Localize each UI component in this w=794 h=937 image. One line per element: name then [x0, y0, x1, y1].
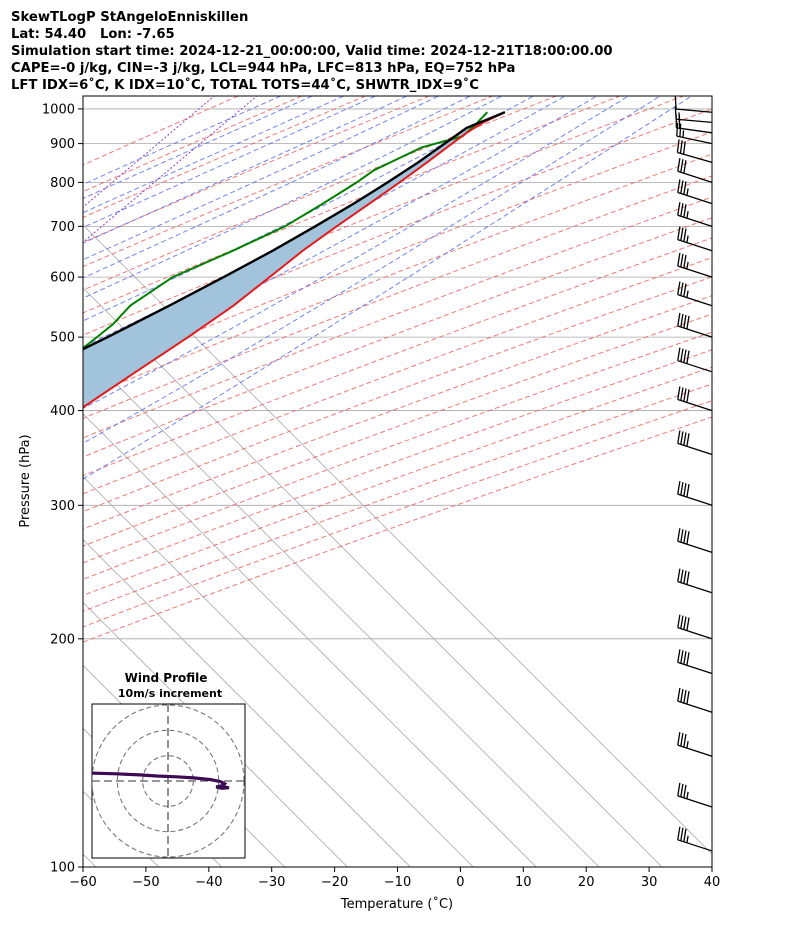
- wind-barb: [677, 481, 713, 506]
- x-tick-label: 20: [578, 875, 595, 890]
- x-tick-label: −20: [321, 875, 348, 890]
- wind-barb: [677, 252, 713, 278]
- moist-adiabat-line: [83, 96, 693, 480]
- dry-adiabat-line: [83, 295, 712, 530]
- isotherm-line: [83, 287, 663, 867]
- wind-barb: [676, 122, 713, 145]
- hodograph-trace: [92, 771, 230, 790]
- thermodynamic-indices: LFT IDX=6˚C, K IDX=10˚C, TOTAL TOTS=44˚C…: [11, 78, 479, 93]
- moist-adiabat-line: [83, 96, 345, 214]
- wind-barb: [677, 158, 713, 183]
- chart-header: SkewTLogP StAngeloEnniskillen Lat: 54.40…: [11, 9, 613, 94]
- wind-barb: [677, 649, 713, 675]
- wind-barb: [677, 430, 713, 456]
- dry-adiabat-line: [83, 131, 712, 379]
- wind-barb: [677, 312, 713, 338]
- x-tick-label: 10: [515, 875, 532, 890]
- x-tick-label: −30: [258, 875, 285, 890]
- x-tick-label: 40: [704, 875, 721, 890]
- dry-adiabat-line: [83, 313, 712, 547]
- dry-adiabat-line: [83, 96, 431, 243]
- y-tick-label: 500: [50, 331, 75, 346]
- moist-adiabat-line: [83, 96, 662, 444]
- wind-barb: [677, 826, 713, 852]
- dry-adiabat-line: [83, 400, 712, 628]
- wind-barb: [677, 568, 713, 594]
- moist-adiabat-line: [83, 96, 472, 279]
- wind-barb: [676, 139, 713, 164]
- x-tick-label: −50: [132, 875, 159, 890]
- wind-barb: [677, 782, 713, 808]
- dry-adiabat-line: [83, 96, 494, 268]
- y-tick-label: 200: [50, 632, 75, 647]
- stability-indices: CAPE=-0 j/kg, CIN=-3 j/kg, LCL=944 hPa, …: [11, 61, 516, 76]
- mixing-ratio-line: [83, 96, 215, 208]
- isotherm-line: [83, 853, 97, 867]
- x-tick-label: −60: [69, 875, 96, 890]
- hodograph-subtitle: 10m/s increment: [118, 687, 222, 700]
- x-tick-label: 0: [456, 875, 464, 890]
- chart-title: SkewTLogP StAngeloEnniskillen: [11, 10, 249, 25]
- moist-adiabat-line: [83, 96, 314, 200]
- wind-barb: [675, 114, 713, 134]
- y-tick-label: 600: [50, 271, 75, 286]
- hodograph-inset: Wind Profile 10m/s increment: [91, 671, 246, 859]
- dry-adiabat-line: [83, 96, 558, 291]
- dry-adiabat-line: [83, 383, 712, 612]
- moist-adiabat-line: [83, 96, 598, 377]
- parcel-profile-line: [83, 111, 506, 351]
- hodograph-title: Wind Profile: [125, 671, 208, 685]
- x-tick-label: −10: [384, 875, 411, 890]
- isotherm-line: [83, 476, 474, 867]
- isotherm-line: [83, 539, 411, 867]
- wind-barb: [677, 347, 713, 373]
- moist-adiabat-line: [83, 96, 282, 185]
- dry-adiabat-line: [83, 276, 712, 513]
- wind-barb: [677, 528, 713, 554]
- y-tick-label: 900: [50, 137, 75, 152]
- dry-adiabat-line: [83, 331, 712, 564]
- isotherm-line: [83, 224, 712, 855]
- mixing-ratio-lines: [83, 96, 258, 243]
- dry-adiabat-line: [83, 153, 712, 399]
- location-coordinates: Lat: 54.40 Lon: -7.65: [11, 27, 175, 42]
- x-axis-label: Temperature (˚C): [340, 896, 453, 912]
- wind-barb: [677, 688, 713, 713]
- wind-barb: [677, 386, 713, 412]
- moist-adiabat-line: [83, 96, 630, 409]
- y-axis-ticks: 100 200 300 400 500 600 700 800 900 1000: [42, 102, 83, 876]
- y-tick-label: 700: [50, 220, 75, 235]
- y-tick-label: 800: [50, 176, 75, 191]
- wind-barb: [677, 281, 713, 307]
- y-tick-label: 300: [50, 499, 75, 514]
- temperature-profile-line: [83, 111, 506, 409]
- isotherm-line: [83, 413, 537, 867]
- isotherm-line: [83, 350, 600, 867]
- dry-adiabat-line: [83, 108, 712, 358]
- x-tick-label: 30: [641, 875, 658, 890]
- moist-adiabat-line: [83, 96, 408, 244]
- wind-barb: [677, 179, 713, 205]
- x-axis-ticks: −60 −50 −40 −30 −20 −10 0 10 20 30 40: [69, 867, 720, 890]
- dry-adiabat-line: [83, 416, 712, 643]
- simulation-times: Simulation start time: 2024-12-21_00:00:…: [11, 44, 613, 59]
- moist-adiabat-line: [83, 96, 535, 322]
- moist-adiabat-line: [83, 96, 377, 229]
- y-axis-label: Pressure (hPa): [18, 434, 33, 527]
- cape-shading: [83, 112, 505, 408]
- wind-barb: [677, 614, 713, 640]
- wind-barb: [677, 226, 713, 252]
- wind-barb: [677, 732, 713, 757]
- moist-adiabat-line: [83, 96, 567, 348]
- dewpoint-profile-line: [83, 111, 489, 350]
- wind-barbs: [674, 95, 713, 852]
- wind-barb: [677, 202, 713, 227]
- wind-barb: [674, 95, 713, 113]
- y-tick-label: 1000: [42, 102, 75, 117]
- y-tick-label: 100: [50, 861, 75, 876]
- y-tick-label: 400: [50, 404, 75, 419]
- x-tick-label: −40: [195, 875, 222, 890]
